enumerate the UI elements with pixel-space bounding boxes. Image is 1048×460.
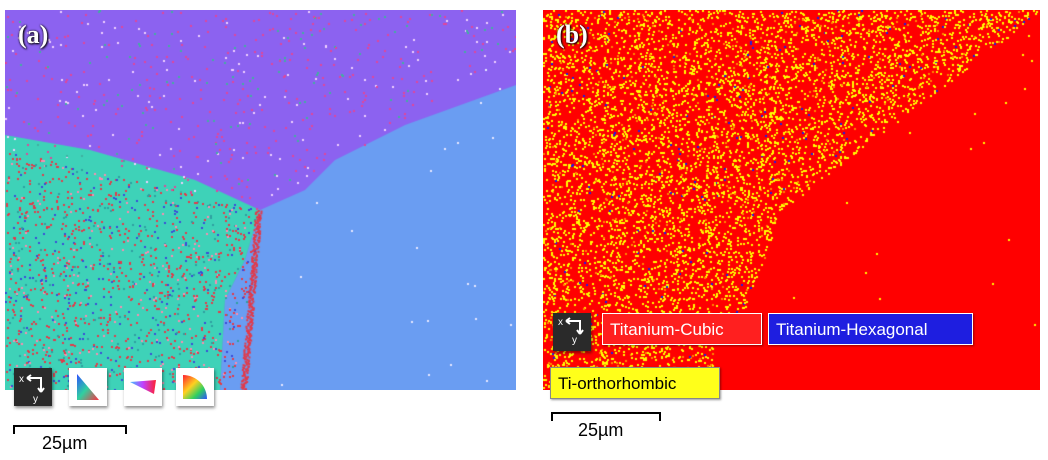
axis-y-letter: y (572, 335, 577, 345)
ipf-map-canvas (5, 10, 516, 390)
phase-legend-orthorhombic: Ti-orthorhombic (550, 367, 720, 399)
scale-bar-label-b: 25µm (578, 420, 624, 440)
axis-x-letter: x (558, 317, 563, 328)
phase-legend-cubic: Titanium-Cubic (602, 313, 762, 345)
reference-frame-icon: x y (14, 368, 52, 406)
ipf-y-key-icon (124, 368, 162, 406)
scale-bar-b (551, 412, 661, 421)
panel-label-b: (b) (556, 20, 588, 49)
axis-x-letter: x (19, 374, 24, 385)
axis-y-letter: y (33, 394, 38, 405)
phase-legend-hexagonal: Titanium-Hexagonal (768, 313, 973, 345)
reference-frame-icon: x y (553, 313, 591, 351)
ipf-orientation-map (5, 10, 516, 390)
ipf-z-key-icon (176, 368, 214, 406)
panel-label-a: (a) (18, 20, 49, 49)
scale-bar-a (13, 425, 127, 434)
ipf-x-key-icon (69, 368, 107, 406)
scale-bar-label-a: 25µm (42, 433, 88, 453)
